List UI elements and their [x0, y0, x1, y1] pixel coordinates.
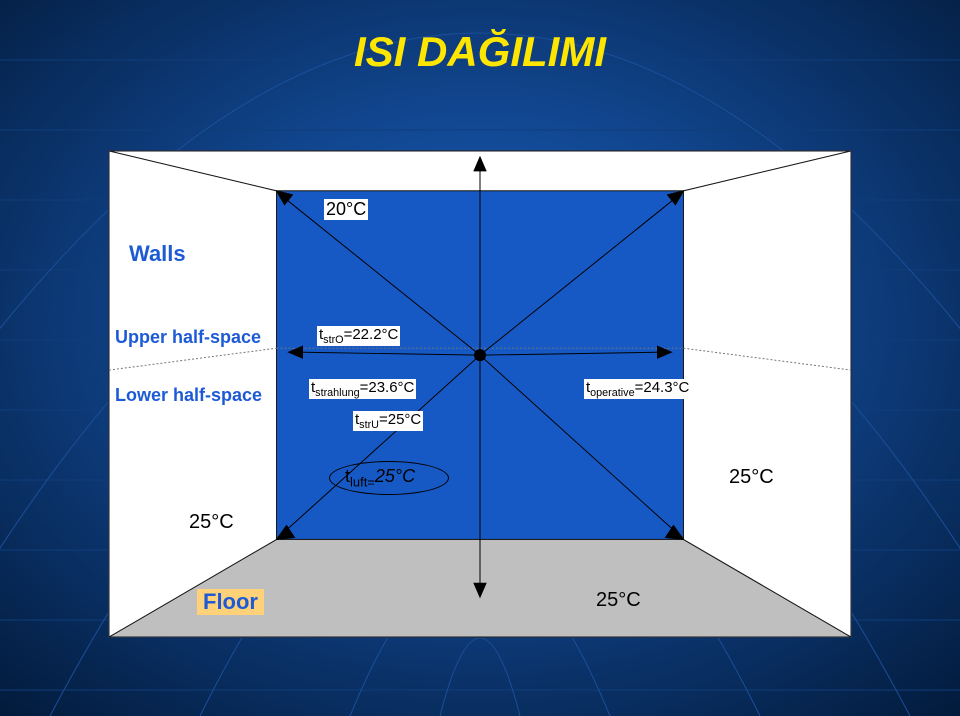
slide-title: ISI DAĞILIMI — [0, 28, 960, 76]
t-strU-label: tstrU=25°C — [353, 411, 423, 431]
t-strahlung-label: tstrahlung=23.6°C — [309, 379, 416, 399]
floor-label: Floor — [197, 589, 264, 615]
room-stage: 20°C Walls Upper half-space Lower half-s… — [108, 150, 852, 638]
left-wall-temp: 25°C — [187, 511, 236, 534]
upper-half-space-label: Upper half-space — [115, 327, 261, 348]
t-strO-label: tstrO=22.2°C — [317, 326, 400, 346]
lower-half-space-label: Lower half-space — [115, 385, 262, 406]
t-luft-label: tluft=25°C — [343, 466, 417, 490]
ceiling-temp: 20°C — [324, 199, 368, 220]
walls-label: Walls — [129, 241, 186, 267]
t-operative-label: toperative=24.3°C — [584, 379, 691, 399]
slide: ISI DAĞILIMI — [0, 0, 960, 716]
floor-temp: 25°C — [594, 589, 643, 612]
right-wall-temp: 25°C — [727, 466, 776, 489]
